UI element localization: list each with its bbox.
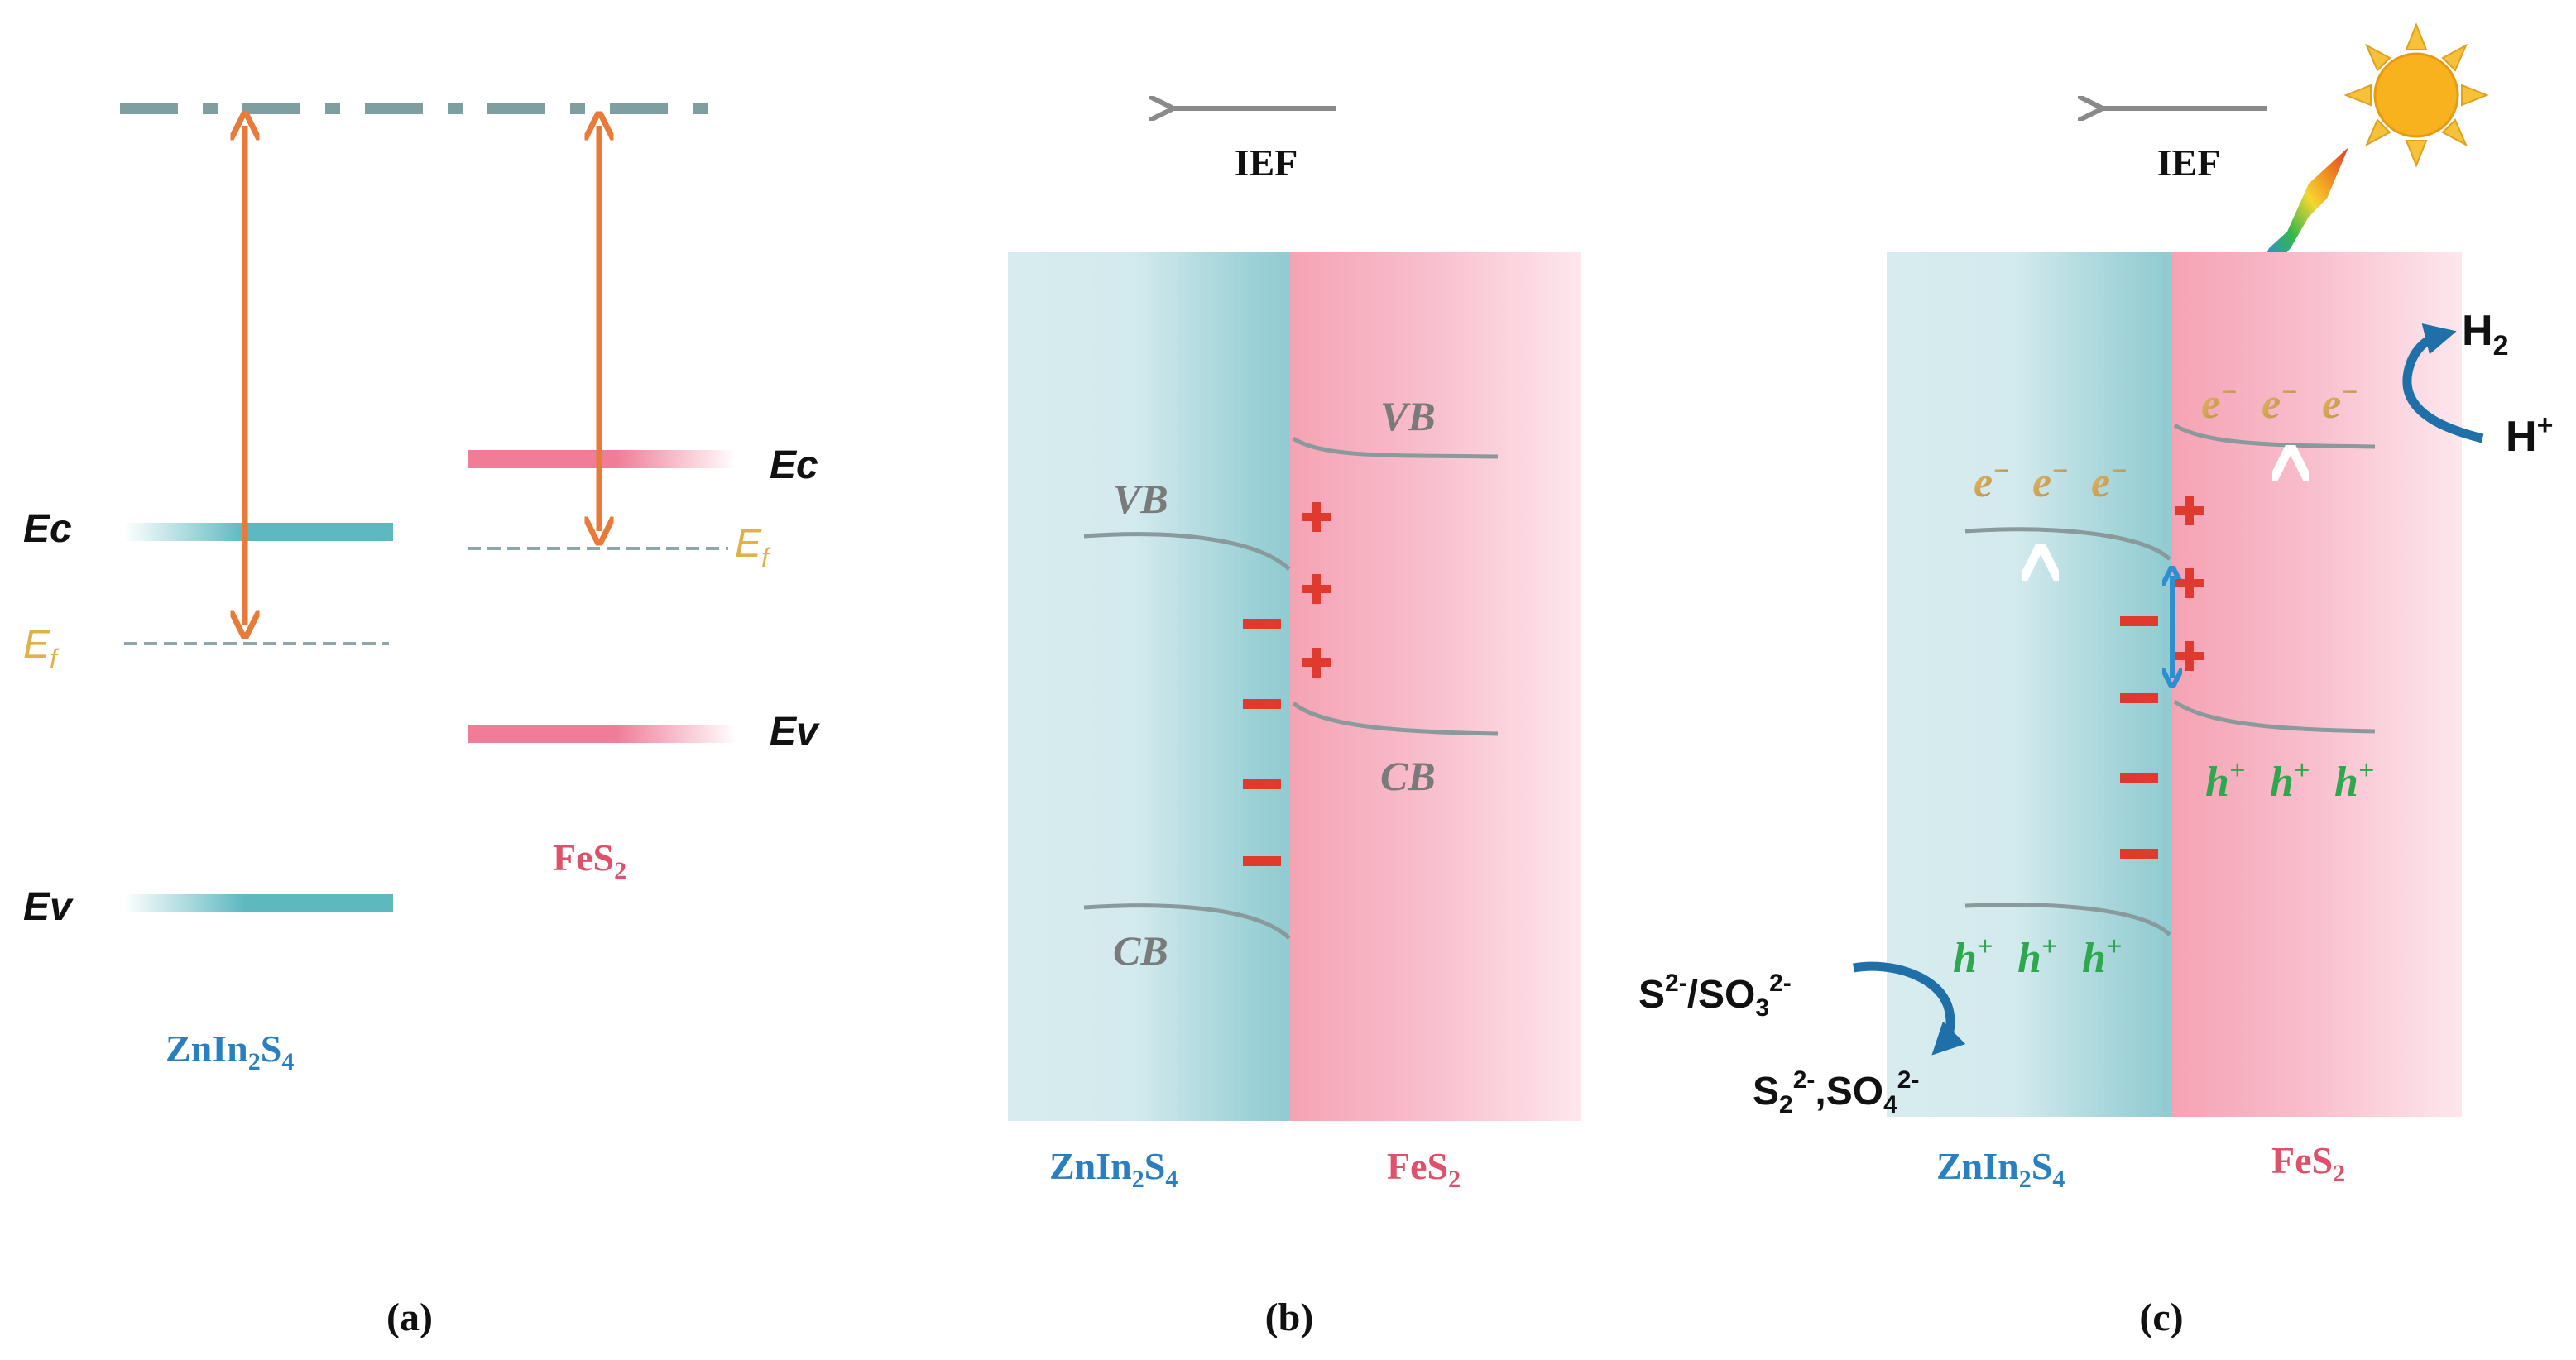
zis-vb-curve xyxy=(1083,532,1291,571)
sun-icon xyxy=(2343,22,2489,168)
h2-label: H2 xyxy=(2462,307,2508,362)
fes2-holes: h+ h+ h+ xyxy=(2205,755,2374,806)
fes2-ev-band xyxy=(468,725,736,743)
zis-material-label: ZnIn2S4 xyxy=(1049,1145,1178,1193)
hole: h+ xyxy=(2082,931,2122,982)
zis-material-label: ZnIn2S4 xyxy=(165,1027,294,1075)
sacrificial-oxidation-arrow xyxy=(1853,961,1966,1056)
negative-charges xyxy=(2120,616,2158,859)
zis-vb-label: VB xyxy=(1113,476,1168,522)
fes2-cb-label: CB xyxy=(1380,753,1436,799)
hole: h+ xyxy=(2270,755,2310,806)
zis-vb-curve xyxy=(1964,527,2171,561)
electron: e− xyxy=(2201,377,2238,428)
zis-cb-label: CB xyxy=(1113,927,1168,974)
zis-cb-curve xyxy=(1964,903,2171,936)
fes2-ef-label: Ef xyxy=(735,522,771,572)
positive-charges xyxy=(1302,502,1331,678)
fes2-vb-curve xyxy=(1292,436,1499,459)
panel-a: Ec Ef Ev Ec Ef Ev ZnIn2S4 FeS2 (a) xyxy=(23,103,820,1339)
hole: h+ xyxy=(2334,755,2374,806)
zis-slab xyxy=(1008,252,1289,1121)
zis-ef-label: Ef xyxy=(23,623,60,673)
fes2-cb-curve xyxy=(2173,699,2376,734)
minus-sign xyxy=(2120,849,2158,859)
zis-holes: h+ h+ h+ xyxy=(1953,931,2122,982)
plus-sign xyxy=(2175,568,2204,598)
panel-c: IEF xyxy=(1638,22,2553,1339)
minus-sign xyxy=(1243,699,1281,709)
fes2-electrons: e− e− e− xyxy=(2201,377,2358,428)
caption-a: (a) xyxy=(386,1295,433,1339)
minus-sign xyxy=(2120,616,2158,626)
electron: e− xyxy=(2322,377,2358,428)
hole: h+ xyxy=(1953,931,1993,982)
minus-sign xyxy=(1243,619,1281,629)
zis-ec-band xyxy=(124,523,393,541)
negative-charges xyxy=(1243,619,1281,866)
plus-sign xyxy=(2175,496,2204,525)
minus-sign xyxy=(2120,693,2158,703)
caption-b: (b) xyxy=(1265,1295,1314,1339)
zis-cb-curve xyxy=(1083,903,1291,940)
panel-b: IEF VB CB VB CB ZnIn2S4 FeS2 (b) xyxy=(1008,108,1581,1339)
zis-ec-label: Ec xyxy=(23,507,72,551)
hole: h+ xyxy=(2017,931,2057,982)
zis-slab xyxy=(1887,252,2172,1117)
plus-sign xyxy=(1302,574,1331,604)
electron: e− xyxy=(2262,377,2298,428)
oxidation-product-label: S22-,SO42- xyxy=(1753,1066,1919,1118)
positive-charges xyxy=(2175,496,2204,671)
fes2-cb-curve xyxy=(1292,702,1499,736)
electron: e− xyxy=(1974,456,2010,506)
h2-evolution-arrow xyxy=(2402,323,2484,443)
zis-material-label: ZnIn2S4 xyxy=(1936,1145,2065,1193)
fes2-slab xyxy=(1289,252,1581,1121)
fes2-vb-curve xyxy=(2173,423,2376,449)
caption-c: (c) xyxy=(2139,1295,2183,1339)
ief-label: IEF xyxy=(2157,141,2221,184)
hole: h+ xyxy=(2205,755,2245,806)
electron: e− xyxy=(2091,456,2127,506)
fes2-ev-label: Ev xyxy=(770,710,820,754)
fes2-material-label: FeS2 xyxy=(2271,1139,2345,1187)
zis-ev-label: Ev xyxy=(23,885,74,929)
plus-sign xyxy=(1302,648,1331,678)
plus-sign xyxy=(2175,641,2204,671)
minus-sign xyxy=(1243,779,1281,789)
sacrificial-agent-label: S2-/SO32- xyxy=(1638,970,1792,1022)
fes2-material-label: FeS2 xyxy=(1387,1145,1461,1193)
fes2-vb-label: VB xyxy=(1380,393,1436,439)
electron: e− xyxy=(2032,456,2069,506)
zis-electrons: e− e− e− xyxy=(1974,456,2127,506)
minus-sign xyxy=(2120,773,2158,783)
fes2-ec-label: Ec xyxy=(770,443,818,487)
fes2-material-label: FeS2 xyxy=(553,836,626,884)
minus-sign xyxy=(1243,856,1281,866)
zis-ev-band xyxy=(124,894,393,912)
h-plus-label: H+ xyxy=(2506,409,2553,461)
ief-label: IEF xyxy=(1235,141,1298,184)
plus-sign xyxy=(1302,502,1331,532)
